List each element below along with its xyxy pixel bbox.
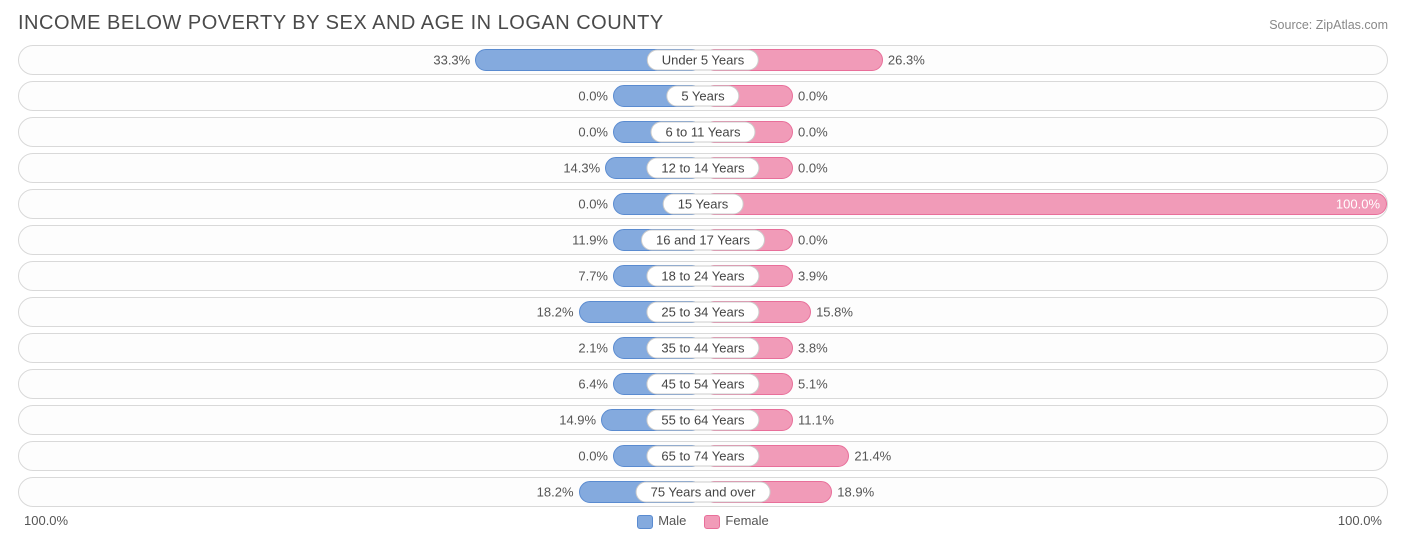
female-half: 3.9% (703, 262, 1387, 290)
female-value-label: 3.8% (798, 341, 828, 356)
male-value-label: 7.7% (578, 269, 608, 284)
legend-female-label: Female (725, 513, 768, 528)
age-label: 25 to 34 Years (646, 302, 759, 323)
female-value-label: 15.8% (816, 305, 853, 320)
male-half: 0.0% (19, 190, 703, 218)
diverging-bar-chart: 33.3%26.3%Under 5 Years0.0%0.0%5 Years0.… (18, 45, 1388, 507)
chart-row: 7.7% 3.9% 18 to 24 Years (18, 261, 1388, 291)
age-label: 12 to 14 Years (646, 158, 759, 179)
male-value-label: 14.3% (563, 161, 600, 176)
female-half: 5.1% (703, 370, 1387, 398)
age-label: 18 to 24 Years (646, 266, 759, 287)
female-half: 100.0% (703, 190, 1387, 218)
female-half: 26.3% (703, 46, 1387, 74)
male-half: 7.7% (19, 262, 703, 290)
female-value-label: 5.1% (798, 377, 828, 392)
female-half: 0.0% (703, 226, 1387, 254)
female-value-label: 0.0% (798, 161, 828, 176)
chart-row: 14.9% 11.1% 55 to 64 Years (18, 405, 1388, 435)
age-label: 6 to 11 Years (651, 122, 756, 143)
female-half: 0.0% (703, 118, 1387, 146)
male-half: 18.2% (19, 298, 703, 326)
legend-male: Male (637, 513, 686, 529)
male-half: 11.9% (19, 226, 703, 254)
female-value-label: 3.9% (798, 269, 828, 284)
chart-row: 0.0% 21.4% 65 to 74 Years (18, 441, 1388, 471)
male-value-label: 11.9% (572, 233, 608, 248)
female-half: 0.0% (703, 82, 1387, 110)
female-value-label: 21.4% (854, 449, 891, 464)
female-value-label: 18.9% (837, 485, 874, 500)
axis-right-label: 100.0% (1338, 513, 1382, 528)
male-value-label: 0.0% (578, 125, 608, 140)
female-half: 18.9% (703, 478, 1387, 506)
female-bar: 100.0% (703, 193, 1387, 215)
chart-row: 33.3% 26.3% Under 5 Years (18, 45, 1388, 75)
male-value-label: 0.0% (578, 449, 608, 464)
female-half: 15.8% (703, 298, 1387, 326)
male-half: 14.9% (19, 406, 703, 434)
female-value-label: 100.0% (1336, 197, 1380, 212)
female-half: 3.8% (703, 334, 1387, 362)
male-half: 0.0% (19, 82, 703, 110)
age-label: 55 to 64 Years (646, 410, 759, 431)
age-label: 65 to 74 Years (646, 446, 759, 467)
age-label: 15 Years (663, 194, 744, 215)
age-label: 16 and 17 Years (641, 230, 765, 251)
female-half: 11.1% (703, 406, 1387, 434)
chart-row: 18.2% 15.8% 25 to 34 Years (18, 297, 1388, 327)
chart-row: 0.0% 0.0% 6 to 11 Years (18, 117, 1388, 147)
male-half: 2.1% (19, 334, 703, 362)
chart-row: 11.9% 0.0% 16 and 17 Years (18, 225, 1388, 255)
chart-row: 6.4% 5.1% 45 to 54 Years (18, 369, 1388, 399)
female-value-label: 26.3% (888, 53, 925, 68)
female-swatch-icon (704, 515, 720, 529)
chart-source: Source: ZipAtlas.com (1269, 18, 1388, 32)
male-swatch-icon (637, 515, 653, 529)
male-value-label: 0.0% (578, 89, 608, 104)
axis-left-label: 100.0% (24, 513, 68, 528)
axis-row: 100.0% Male Female 100.0% (18, 513, 1388, 529)
male-half: 14.3% (19, 154, 703, 182)
chart-title: INCOME BELOW POVERTY BY SEX AND AGE IN L… (18, 12, 664, 35)
age-label: 35 to 44 Years (646, 338, 759, 359)
chart-header: INCOME BELOW POVERTY BY SEX AND AGE IN L… (18, 12, 1388, 35)
legend-female: Female (704, 513, 768, 529)
male-value-label: 6.4% (578, 377, 608, 392)
male-half: 33.3% (19, 46, 703, 74)
female-value-label: 0.0% (798, 233, 828, 248)
male-value-label: 33.3% (433, 53, 470, 68)
age-label: Under 5 Years (647, 50, 759, 71)
legend-male-label: Male (658, 513, 686, 528)
female-half: 0.0% (703, 154, 1387, 182)
age-label: 45 to 54 Years (646, 374, 759, 395)
male-half: 18.2% (19, 478, 703, 506)
female-value-label: 0.0% (798, 89, 828, 104)
female-value-label: 0.0% (798, 125, 828, 140)
chart-row: 14.3% 0.0% 12 to 14 Years (18, 153, 1388, 183)
male-value-label: 2.1% (578, 341, 608, 356)
male-half: 6.4% (19, 370, 703, 398)
male-half: 0.0% (19, 442, 703, 470)
male-half: 0.0% (19, 118, 703, 146)
female-value-label: 11.1% (798, 413, 834, 428)
age-label: 5 Years (666, 86, 739, 107)
chart-row: 0.0% 0.0% 5 Years (18, 81, 1388, 111)
age-label: 75 Years and over (636, 482, 771, 503)
male-value-label: 0.0% (578, 197, 608, 212)
chart-row: 2.1% 3.8% 35 to 44 Years (18, 333, 1388, 363)
female-half: 21.4% (703, 442, 1387, 470)
chart-row: 18.2% 18.9% 75 Years and over (18, 477, 1388, 507)
legend: Male Female (637, 513, 769, 529)
chart-row: 0.0% 100.0% 15 Years (18, 189, 1388, 219)
male-value-label: 14.9% (559, 413, 596, 428)
male-value-label: 18.2% (537, 485, 574, 500)
male-value-label: 18.2% (537, 305, 574, 320)
